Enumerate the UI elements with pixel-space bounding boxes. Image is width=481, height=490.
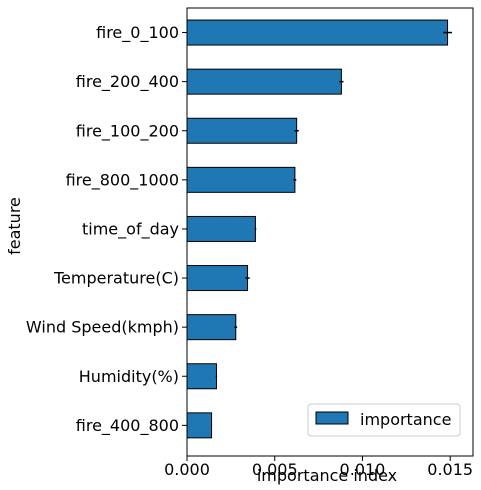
x-tick-label-2: 0.010 [340, 460, 386, 479]
bar-5 [186, 265, 249, 292]
legend-swatch [315, 411, 349, 425]
y-tick-label-0: fire_0_100 [96, 23, 179, 43]
x-ticks-group: 0.000 0.005 0.010 0.015 [164, 456, 473, 479]
y-tick-label-1: fire_200_400 [76, 72, 179, 92]
x-axis-title: importance index [257, 466, 397, 485]
y-tick-label-5: Temperature(C) [53, 269, 179, 288]
y-tick-label-6: Wind Speed(kmph) [26, 318, 179, 337]
bar-6 [186, 314, 237, 341]
x-tick-label-3: 0.015 [427, 460, 473, 479]
bar-3 [186, 166, 296, 193]
y-tick-label-2: fire_100_200 [76, 121, 179, 141]
legend-label-importance: importance [360, 410, 451, 429]
y-tick-label-7: Humidity(%) [79, 367, 179, 386]
y-ticks-group: fire_0_100 fire_200_400 fire_100_200 fire_8… [26, 23, 187, 436]
y-axis-title: feature [5, 197, 24, 255]
y-tick-label-4: time_of_day [82, 219, 179, 239]
y-tick-label-3: fire_800_1000 [66, 170, 179, 190]
bars-group [186, 19, 449, 439]
bar-1 [186, 68, 342, 95]
x-tick-label-0: 0.000 [164, 460, 210, 479]
bar-0 [186, 19, 449, 46]
bar-2 [186, 117, 298, 144]
y-tick-label-8: fire_400_800 [76, 416, 179, 436]
x-tick-label-1: 0.005 [252, 460, 298, 479]
bar-8 [186, 412, 213, 439]
bar-7 [186, 363, 217, 390]
legend: importance [307, 403, 461, 437]
errorbars-group [211, 31, 452, 427]
bar-4 [186, 215, 256, 242]
